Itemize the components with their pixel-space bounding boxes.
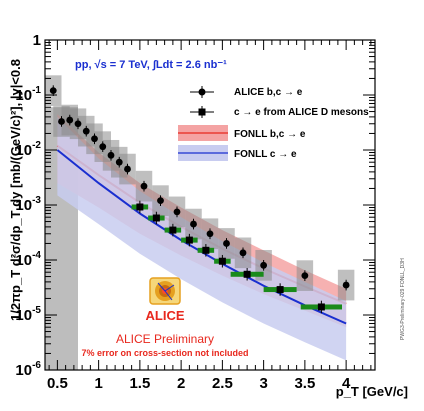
alice-bc-point	[260, 261, 268, 269]
alice-bc-point	[301, 272, 309, 280]
dmeson-point	[136, 203, 144, 211]
side-tag: PWG3-Preliminary-029 FONLL_D3H	[400, 258, 406, 340]
y-tick-label: 10-5	[15, 305, 41, 324]
y-tick-label: 1	[33, 32, 41, 49]
dmeson-points	[136, 200, 325, 314]
legend-item-alice-bc: ALICE b,c → e	[190, 86, 303, 98]
alice-bc-point	[82, 127, 90, 135]
legend-label: FONLL b,c → e	[234, 129, 306, 140]
x-tick-label: 1.5	[129, 375, 150, 392]
x-axis-label: p_T [GeV/c]	[336, 384, 408, 399]
alice-bc-point	[140, 182, 148, 190]
alice-bc-point	[115, 158, 123, 166]
dmeson-point	[202, 246, 210, 254]
legend-label: c → e from ALICE D mesons	[234, 107, 369, 118]
x-tick-label: 3.5	[294, 375, 315, 392]
legend-label: FONLL c → e	[234, 149, 297, 160]
cross-section-note: 7% error on cross-section not included	[81, 348, 248, 358]
alice-bc-point	[49, 87, 57, 95]
dmeson-point	[243, 270, 251, 278]
dmeson-point	[152, 214, 160, 222]
legend-square-marker	[198, 108, 206, 116]
x-tick-label: 1	[94, 375, 102, 392]
alice-bc-point	[173, 208, 181, 216]
y-tick-label: 10-4	[15, 250, 41, 269]
dmeson-point	[169, 226, 177, 234]
y-tick-label: 10-1	[15, 85, 41, 104]
y-tick-label: 10-6	[15, 360, 41, 379]
legend: ALICE b,c → e c → e from ALICE D mesons …	[178, 86, 369, 161]
x-tick-label: 2	[177, 375, 185, 392]
alice-logo-text: ALICE	[146, 308, 185, 323]
legend-item-dmeson: c → e from ALICE D mesons	[190, 106, 369, 118]
alice-bc-point	[91, 135, 98, 143]
dmeson-point	[185, 236, 193, 244]
alice-bc-point	[99, 143, 107, 151]
legend-item-fonll-bc: FONLL b,c → e	[178, 125, 306, 141]
alice-bc-point	[66, 116, 74, 124]
x-tick-label: 3	[259, 375, 267, 392]
alice-bc-point	[124, 165, 131, 173]
alice-bc-point	[239, 249, 247, 257]
alice-bc-point	[157, 197, 164, 205]
dmeson-point	[218, 257, 226, 265]
x-tick-label: 2.5	[212, 375, 233, 392]
alice-bc-point	[58, 118, 65, 125]
y-axis-label: 1/2πp_T d²σ/dp_T dy [mb/(GeV/c)²], |y|<0…	[8, 59, 23, 321]
alice-bc-sys-boxes	[45, 75, 355, 301]
alice-preliminary-label: ALICE Preliminary	[116, 332, 214, 346]
dmeson-point	[317, 303, 325, 311]
alice-logo: ALICE	[146, 277, 185, 323]
alice-bc-point	[74, 120, 82, 128]
x-tick-label: 4	[342, 375, 351, 392]
legend-item-fonll-c: FONLL c → e	[178, 145, 297, 161]
alice-bc-point	[190, 220, 197, 228]
x-axis-ticks: 0.5 1 1.5 2 2.5 3 3.5 4	[47, 40, 372, 392]
dmeson-point	[276, 286, 284, 294]
alice-bc-points	[49, 85, 350, 291]
x-tick-label: 0.5	[47, 375, 68, 392]
y-tick-label: 10-2	[15, 140, 41, 159]
alice-bc-point	[342, 281, 350, 289]
chart-header: pp, √s = 7 TeV, ∫Ldt = 2.6 nb⁻¹	[75, 59, 227, 71]
legend-label: ALICE b,c → e	[234, 87, 303, 98]
alice-bc-point	[206, 230, 214, 238]
alice-bc-point	[107, 151, 115, 159]
alice-bc-point	[223, 240, 230, 247]
y-tick-label: 10-3	[15, 195, 41, 214]
legend-circle-marker	[198, 88, 206, 96]
